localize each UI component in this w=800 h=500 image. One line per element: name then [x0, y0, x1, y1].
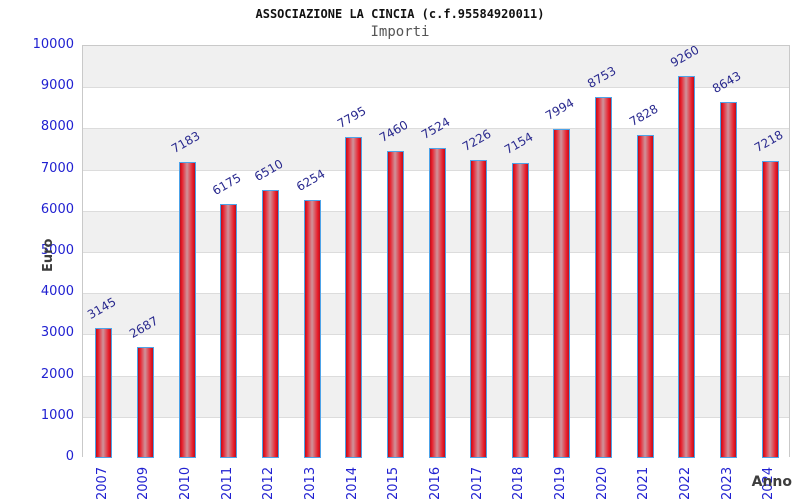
y-tick-label: 4000: [40, 284, 74, 300]
x-tick-label: 2016: [428, 466, 443, 500]
x-tick-label: 2013: [303, 466, 319, 500]
bar-2019: [553, 128, 571, 458]
y-tick-label: 10000: [32, 37, 74, 52]
x-tick-label: 2018: [511, 466, 527, 500]
bar-2023: [720, 101, 738, 458]
bar-2020: [595, 97, 613, 458]
x-axis-title: Anno: [751, 474, 792, 490]
grid-band: [83, 46, 789, 88]
y-axis-title: Euro: [41, 238, 56, 272]
x-tick-label: 2022: [677, 466, 693, 500]
x-tick-label: 2019: [552, 466, 568, 500]
x-tick-label: 2012: [261, 466, 277, 500]
x-tick-label: 2017: [469, 466, 485, 500]
y-tick-label: 0: [65, 449, 74, 464]
x-tick-label: 2015: [386, 466, 402, 500]
bar-2012: [261, 189, 279, 458]
bar-2011: [220, 203, 238, 458]
plot-area: 3145 2687 7183 6175 6510 6254 7795 7460 7524 7226…: [82, 43, 790, 458]
x-tick-label: 2011: [219, 466, 235, 500]
bar-2021: [636, 135, 654, 458]
bar-2016: [428, 148, 446, 458]
bar-2017: [470, 160, 488, 458]
bar-2013: [303, 200, 321, 458]
bar-2024: [761, 160, 779, 458]
x-tick-label: 2010: [178, 466, 194, 500]
bar-2007: [95, 328, 113, 458]
x-tick-label: 2021: [636, 466, 652, 500]
bar-2015: [386, 150, 404, 458]
bar-2018: [511, 163, 529, 458]
grid-band: [83, 87, 789, 129]
y-tick-label: 7000: [40, 160, 74, 176]
x-tick-label: 2023: [719, 466, 735, 500]
bar-2009: [136, 347, 154, 458]
chart-title: ASSOCIAZIONE LA CINCIA (c.f.95584920011): [255, 7, 545, 21]
bar-2022: [678, 76, 696, 458]
y-tick-label: 3000: [40, 325, 74, 341]
y-tick-label: 2000: [40, 366, 74, 382]
gridline: [83, 87, 789, 89]
x-tick-label: 2014: [344, 466, 360, 500]
x-tick-label: 2020: [594, 466, 610, 500]
chart-subtitle: Importi: [370, 24, 430, 40]
y-tick-label: 9000: [40, 78, 74, 94]
gridline: [83, 128, 789, 130]
x-tick-label: 2009: [136, 466, 152, 500]
y-tick-label: 8000: [40, 119, 74, 135]
y-tick-label: 1000: [40, 407, 74, 423]
y-tick-label: 6000: [40, 201, 74, 217]
bar-2010: [178, 162, 196, 458]
x-tick-label: 2007: [94, 466, 110, 500]
y-tick-label: 5000: [40, 243, 74, 258]
bar-2014: [345, 136, 363, 458]
